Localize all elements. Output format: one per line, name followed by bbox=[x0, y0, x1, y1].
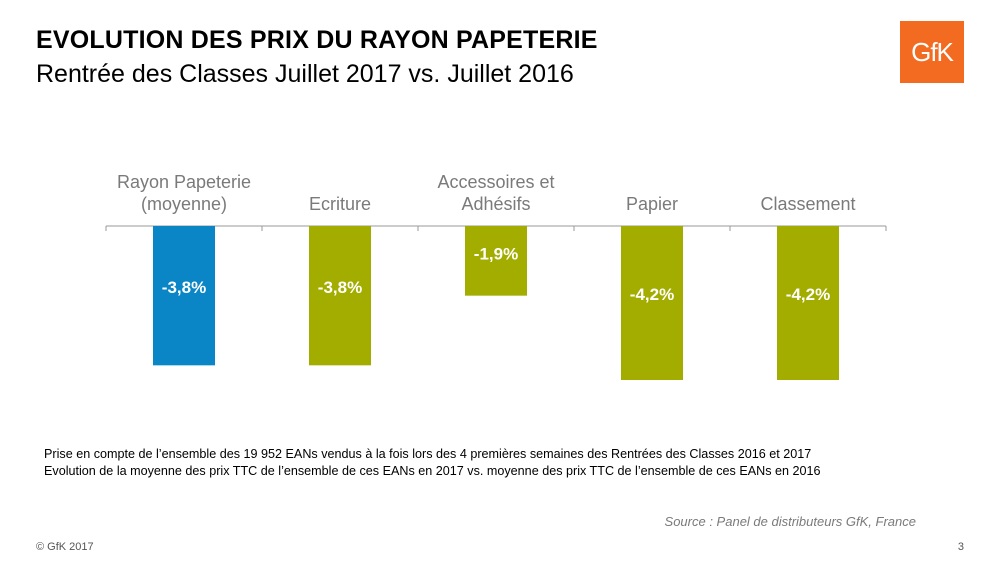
category-label-line: Ecriture bbox=[309, 194, 371, 214]
bar bbox=[309, 226, 371, 366]
category-label-line: (moyenne) bbox=[141, 194, 227, 214]
category-label-line: Classement bbox=[760, 194, 855, 214]
data-label: -4,2% bbox=[786, 285, 830, 304]
gfk-logo: GfK bbox=[900, 21, 964, 83]
bar bbox=[465, 226, 527, 296]
category-label-line: Adhésifs bbox=[461, 194, 530, 214]
bar-chart: -3,8% Rayon Papeterie (moyenne) -3,8% Ecritu… bbox=[105, 172, 887, 380]
note-line: Prise en compte de l’ensemble des 19 952… bbox=[44, 447, 812, 461]
page-title: EVOLUTION DES PRIX DU RAYON PAPETERIE bbox=[36, 26, 598, 54]
bar bbox=[777, 226, 839, 380]
page-number: 3 bbox=[957, 541, 964, 553]
page-subtitle: Rentrée des Classes Juillet 2017 vs. Jui… bbox=[36, 60, 574, 88]
category-label-line: Accessoires et bbox=[437, 172, 554, 192]
category-label: Accessoires et Adhésifs bbox=[437, 172, 554, 214]
data-label: -4,2% bbox=[630, 285, 674, 304]
bar bbox=[621, 226, 683, 380]
category-label-line: Rayon Papeterie bbox=[117, 172, 251, 192]
methodology-notes: Prise en compte de l’ensemble des 19 952… bbox=[44, 446, 821, 480]
copyright: © GfK 2017 bbox=[36, 541, 94, 553]
category-label: Papier bbox=[626, 194, 678, 214]
note-line: Evolution de la moyenne des prix TTC de … bbox=[44, 464, 821, 478]
data-label: -3,8% bbox=[318, 278, 362, 297]
data-label: -3,8% bbox=[162, 278, 206, 297]
category-label: Ecriture bbox=[309, 194, 371, 214]
source-note: Source : Panel de distributeurs GfK, Fra… bbox=[664, 514, 916, 529]
category-label: Rayon Papeterie (moyenne) bbox=[117, 172, 251, 214]
category-label: Classement bbox=[760, 194, 855, 214]
category-label-line: Papier bbox=[626, 194, 678, 214]
bar bbox=[153, 226, 215, 366]
data-label: -1,9% bbox=[474, 244, 518, 263]
